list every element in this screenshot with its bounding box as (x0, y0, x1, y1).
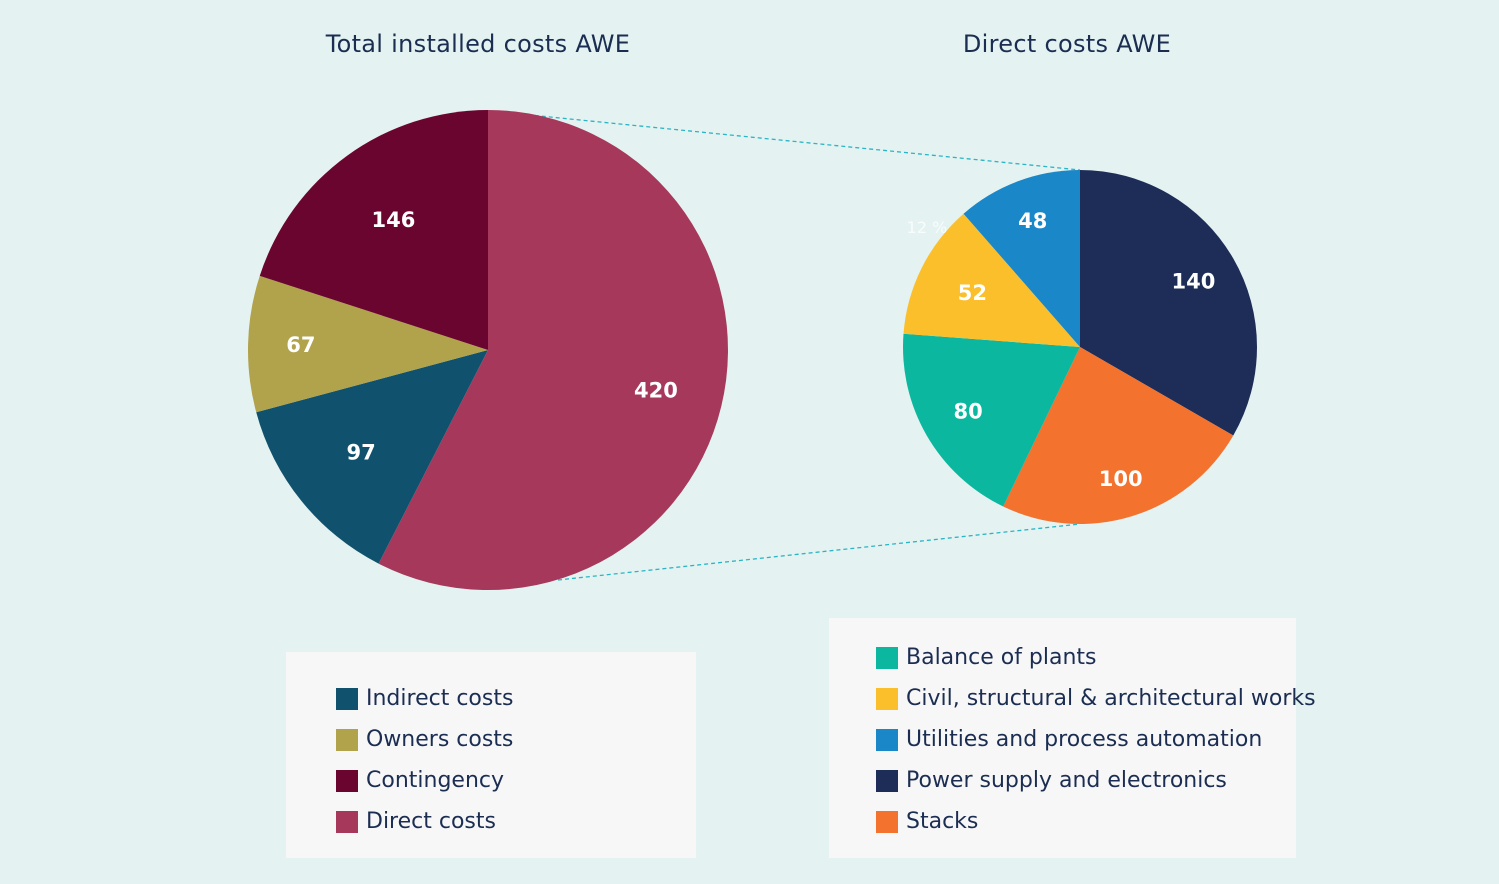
legend-item-power-supply: Power supply and electronics (876, 768, 1227, 793)
slice-value-label-utilities-and-process-automation: 48 (1018, 209, 1047, 233)
slice-value-label-power-supply-and-electronics: 140 (1172, 270, 1216, 294)
pie-slice-power-supply-and-electronics (1080, 170, 1258, 436)
legend-item-balance-of-plants: Balance of plants (876, 645, 1097, 670)
legend-label: Indirect costs (366, 686, 514, 711)
legend-swatch-owners-costs (336, 728, 358, 751)
slice-value-label-owners-costs: 67 (286, 333, 315, 357)
legend-label: Contingency (366, 768, 505, 793)
slice-value-label-civil-structural-architectural-works: 52 (958, 281, 987, 305)
pie-slice-utilities-and-process-automation (963, 170, 1080, 347)
legend-item-stacks: Stacks (876, 809, 978, 834)
slice-value-label-contingency: 146 (372, 208, 416, 232)
pie-slice-direct-costs (378, 110, 728, 590)
connector-line-bottom (557, 523, 1081, 581)
legend-swatch-utilities (876, 728, 898, 751)
slice-value-label-stacks: 100 (1099, 467, 1143, 491)
legend-item-direct-costs: Direct costs (336, 809, 496, 834)
pie-slice-stacks (1003, 347, 1234, 524)
pie-slice-indirect-costs (256, 350, 488, 564)
legend-swatch-direct-costs (336, 810, 358, 833)
legend-item-contingency: Contingency (336, 768, 504, 793)
pie-slice-balance-of-plants (902, 333, 1080, 507)
legend-direct-costs: Balance of plants Civil, structural & ar… (829, 618, 1316, 858)
chart-title-total-installed-costs: Total installed costs AWE (325, 30, 631, 58)
legend-label: Civil, structural & architectural works (906, 686, 1316, 711)
slice-value-label-direct-costs: 420 (634, 379, 678, 403)
legend-swatch-civil-works (876, 687, 898, 710)
legend-item-utilities: Utilities and process automation (876, 727, 1262, 752)
legend-total-installed-costs: Indirect costs Owners costs Contingency … (286, 652, 696, 858)
connector-line-top (499, 111, 1081, 171)
legend-label: Balance of plants (906, 645, 1097, 670)
legend-swatch-stacks (876, 810, 898, 833)
legend-swatch-contingency (336, 769, 358, 792)
legend-swatch-power-supply (876, 769, 898, 792)
pie-slice-owners-costs (247, 275, 488, 413)
legend-swatch-indirect-costs (336, 687, 358, 710)
legend-label: Stacks (906, 809, 979, 834)
pie-slice-contingency (259, 110, 488, 350)
legend-label: Owners costs (366, 727, 514, 752)
legend-label: Direct costs (366, 809, 496, 834)
slice-value-label-indirect-costs: 97 (346, 441, 375, 465)
legend-label: Utilities and process automation (906, 727, 1263, 752)
legend-item-civil-works: Civil, structural & architectural works (876, 686, 1316, 711)
legend-swatch-balance-of-plants (876, 646, 898, 669)
percent-annotation: 12 % (907, 218, 948, 237)
legend-item-indirect-costs: Indirect costs (336, 686, 513, 711)
legend-label: Power supply and electronics (906, 768, 1227, 793)
pie-slice-civil-structural-architectural-works (903, 213, 1080, 347)
slice-value-label-balance-of-plants: 80 (953, 400, 982, 424)
legend-item-owners-costs: Owners costs (336, 727, 513, 752)
chart-title-direct-costs: Direct costs AWE (962, 30, 1172, 58)
